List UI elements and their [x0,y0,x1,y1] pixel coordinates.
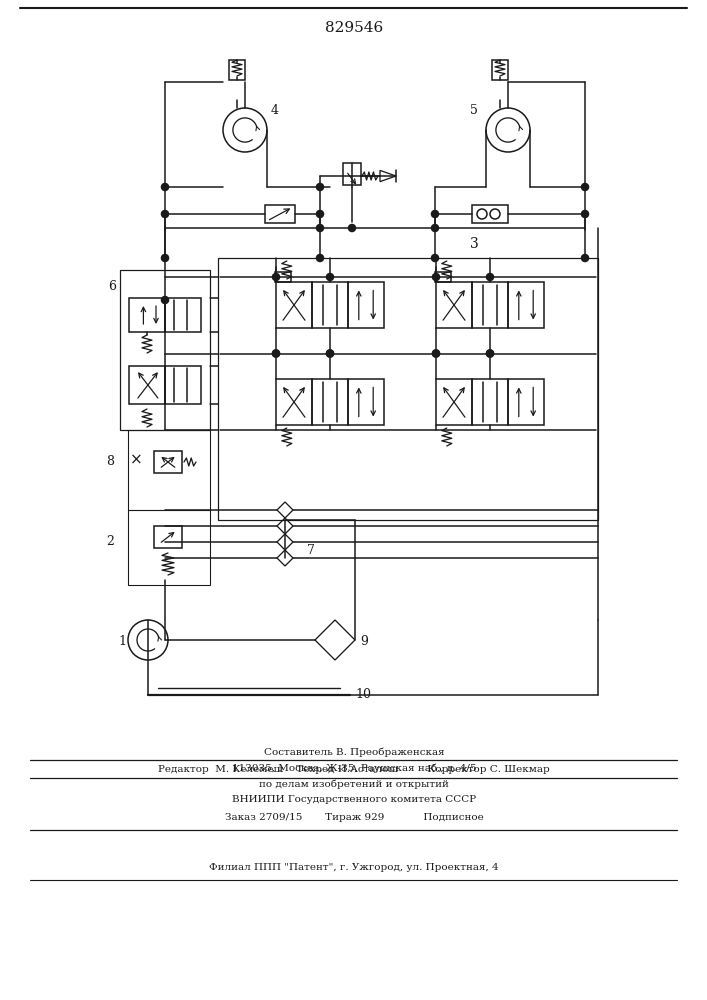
Bar [436,272,451,282]
Text: Заказ 2709/15       Тираж 929            Подписное: Заказ 2709/15 Тираж 929 Подписное [225,812,484,822]
Bar [128,430,210,510]
Text: 1: 1 [118,635,126,648]
Circle shape [431,211,438,218]
Circle shape [272,350,279,357]
Bar [472,379,508,425]
Text: 8: 8 [106,455,114,468]
Circle shape [431,225,438,232]
Bar [472,282,508,328]
Circle shape [486,108,530,152]
Circle shape [349,225,356,232]
Text: по делам изобретений и открытий: по делам изобретений и открытий [259,779,449,789]
Bar [436,379,472,425]
Bar [165,366,201,404]
Bar [275,272,291,282]
Circle shape [486,273,493,280]
Bar [218,258,598,520]
Circle shape [581,254,588,261]
Bar [129,298,165,332]
Bar [165,298,201,332]
Circle shape [581,211,588,218]
Circle shape [317,184,324,190]
Bar [276,282,312,328]
Text: 113035, Москва, Ж-35, Раушская наб., д. 4/5: 113035, Москва, Ж-35, Раушская наб., д. … [232,763,477,773]
Circle shape [327,350,334,357]
Bar [154,451,182,473]
Text: 829546: 829546 [325,21,383,35]
Bar [120,270,210,430]
Circle shape [486,350,493,357]
Text: 7: 7 [307,544,315,557]
Circle shape [581,184,588,190]
Circle shape [327,350,334,357]
Circle shape [161,184,168,190]
Bar [436,282,472,328]
Text: ×: × [130,453,143,468]
Circle shape [161,254,168,261]
Text: Составитель В. Преображенская: Составитель В. Преображенская [264,747,444,757]
Circle shape [161,211,168,218]
Bar [508,379,544,425]
Circle shape [433,273,440,280]
Circle shape [477,209,487,219]
Text: ВНИИПИ Государственного комитета СССР: ВНИИПИ Государственного комитета СССР [232,796,476,804]
Circle shape [431,254,438,261]
Bar [492,60,508,80]
Text: Филиал ППП "Патент", г. Ужгород, ул. Проектная, 4: Филиал ППП "Патент", г. Ужгород, ул. Про… [209,863,499,872]
Bar [276,379,312,425]
Bar [229,60,245,80]
Bar [265,205,295,223]
Bar [312,379,348,425]
Text: 3: 3 [470,237,479,251]
Bar [343,163,361,185]
Circle shape [272,350,279,357]
Circle shape [161,296,168,304]
Bar [472,205,508,223]
Bar [348,379,384,425]
Circle shape [327,273,334,280]
Bar [128,510,210,585]
Circle shape [433,350,440,357]
Circle shape [486,350,493,357]
Text: Редактор  М. Келемеш    Техред И.Асталош         Корректор С. Шекмар: Редактор М. Келемеш Техред И.Асталош Кор… [158,766,550,774]
Bar [154,526,182,548]
Text: 2: 2 [106,535,114,548]
Circle shape [490,209,500,219]
Circle shape [317,211,324,218]
Bar [508,282,544,328]
Bar [348,282,384,328]
Text: 6: 6 [108,280,116,293]
Bar [312,282,348,328]
Text: 4: 4 [271,104,279,117]
Text: 10: 10 [355,688,371,701]
Bar [129,366,165,404]
Circle shape [223,108,267,152]
Circle shape [317,225,324,232]
Text: 9: 9 [360,635,368,648]
Text: 5: 5 [470,104,478,117]
Circle shape [272,273,279,280]
Circle shape [433,350,440,357]
Circle shape [128,620,168,660]
Circle shape [317,254,324,261]
